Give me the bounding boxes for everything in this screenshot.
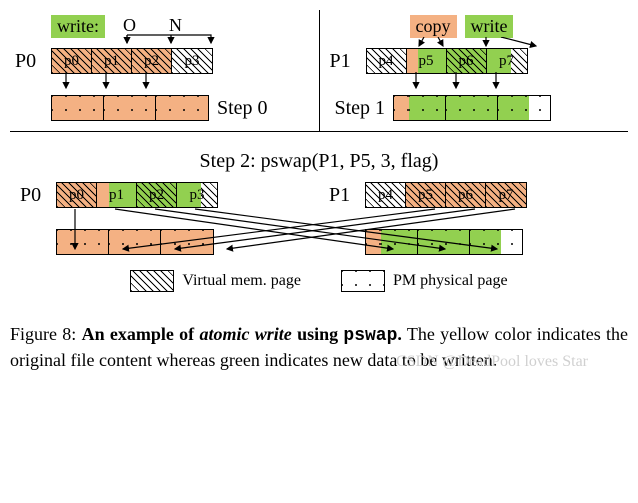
s2-page-p5: p5 [406, 183, 446, 207]
figure-caption: Figure 8: An example of atomic write usi… [10, 322, 628, 373]
step2-p0-phys [56, 229, 309, 255]
step2-p0-label: P0 [20, 184, 48, 207]
figure-container: write: O N P0 p0 p1 p2 p3 [10, 10, 628, 373]
s2-phys-6 [470, 230, 522, 254]
top-section: write: O N P0 p0 p1 p2 p3 [10, 10, 628, 132]
phys-page-6 [498, 96, 550, 120]
caption-title1: An example of [82, 324, 200, 344]
phys-page-5 [446, 96, 498, 120]
page-p5: p5 [407, 49, 447, 73]
step1-label: Step 1 [335, 97, 386, 120]
step2-right: P1 p4 p5 p6 p7 [319, 181, 623, 255]
step2-p1-label: P1 [329, 184, 357, 207]
phys-page-2 [156, 96, 208, 120]
step0-label: Step 0 [217, 97, 268, 120]
step1-panel: copy write P1 p4 p5 [320, 10, 629, 131]
legend-virtual-label: Virtual mem. page [182, 272, 301, 290]
p1-physical-pages [393, 95, 551, 121]
p1-virtual-row: P1 p4 p5 p6 p7 [330, 47, 624, 75]
page-p3: p3 [172, 49, 212, 73]
s2-page-p3: p3 [177, 183, 217, 207]
p0-physical-row: Step 0 [51, 95, 309, 121]
s2-phys-1 [109, 230, 161, 254]
s2-page-p2: p2 [137, 183, 177, 207]
write-badge-1: write [465, 15, 514, 38]
p0-label: P0 [15, 50, 43, 73]
step2-title: Step 2: pswap(P1, P5, 3, flag) [15, 150, 623, 173]
s2-page-p7: p7 [486, 183, 526, 207]
s2-phys-2 [161, 230, 213, 254]
s2-phys-0 [57, 230, 109, 254]
step0-header: write: O N [15, 15, 309, 43]
legend-physical: PM physical page [341, 270, 508, 292]
p0-physical-pages [51, 95, 209, 121]
legend-virtual-box [130, 270, 174, 292]
p0-virtual-row: P0 p0 p1 p2 p3 [15, 47, 309, 75]
label-n: N [169, 15, 182, 36]
caption-figlabel: Figure 8: [10, 324, 82, 344]
caption-title2: using [292, 324, 344, 344]
step0-panel: write: O N P0 p0 p1 p2 p3 [10, 10, 320, 131]
step2-p1-phys [365, 229, 618, 255]
s2-page-p6: p6 [446, 183, 486, 207]
phys-page-4 [394, 96, 446, 120]
legend-physical-box [341, 270, 385, 292]
legend: Virtual mem. page PM physical page [15, 270, 623, 292]
step2-p1-pages: p4 p5 p6 p7 [365, 182, 527, 208]
copy-badge: copy [410, 15, 457, 38]
page-p2: p2 [132, 49, 172, 73]
legend-physical-label: PM physical page [393, 272, 508, 290]
legend-virtual: Virtual mem. page [130, 270, 301, 292]
write-badge: write: [51, 15, 105, 38]
watermark: CSDN @DeadPool loves Star [396, 351, 588, 373]
step2-p0-pages: p0 p1 p2 p3 [56, 182, 218, 208]
p1-pages: p4 p5 p6 p7 [366, 48, 528, 74]
page-p6: p6 [447, 49, 487, 73]
step2-p1-phys-pages [365, 229, 523, 255]
step1-header: copy write [330, 15, 624, 43]
s2-page-p4: p4 [366, 183, 406, 207]
page-p1: p1 [92, 49, 132, 73]
phys-page-1 [104, 96, 156, 120]
caption-title-mono: pswap [343, 326, 397, 346]
step2-figure: P0 p0 p1 p2 p3 [15, 181, 623, 255]
page-p0: p0 [52, 49, 92, 73]
step2-left: P0 p0 p1 p2 p3 [15, 181, 319, 255]
page-p7: p7 [487, 49, 527, 73]
caption-title-italic: atomic write [199, 324, 291, 344]
s2-phys-5 [418, 230, 470, 254]
step2-p1-row: P1 p4 p5 p6 p7 [329, 181, 618, 209]
s2-page-p1: p1 [97, 183, 137, 207]
p1-label: P1 [330, 50, 358, 73]
step2-p0-phys-pages [56, 229, 214, 255]
phys-page-0 [52, 96, 104, 120]
s2-page-p0: p0 [57, 183, 97, 207]
p1-physical-row: Step 1 [335, 95, 624, 121]
step2-panel: Step 2: pswap(P1, P5, 3, flag) P0 p0 p1 … [10, 132, 628, 312]
p0-pages: p0 p1 p2 p3 [51, 48, 213, 74]
s2-phys-4 [366, 230, 418, 254]
step2-p0-row: P0 p0 p1 p2 p3 [20, 181, 309, 209]
page-p4: p4 [367, 49, 407, 73]
label-o: O [123, 15, 136, 36]
